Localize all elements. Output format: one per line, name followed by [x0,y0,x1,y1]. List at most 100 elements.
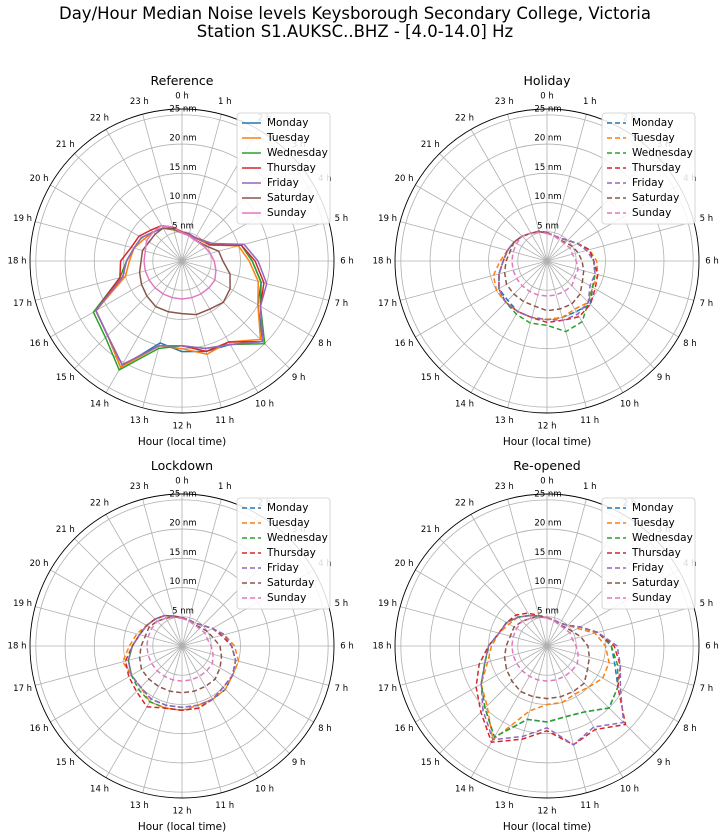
theta-tick-label: 12 h [173,807,192,817]
theta-tick-label: 20 h [30,174,49,184]
angular-gridline [181,260,222,408]
theta-tick-label: 19 h [378,599,397,609]
theta-tick-label: 13 h [130,801,149,811]
theta-tick-label: 13 h [495,801,514,811]
theta-tick-label: 17 h [13,299,32,309]
radial-tick-label: 15 nm [169,548,196,558]
series-line-friday [127,614,237,709]
angular-gridline [50,569,183,647]
theta-tick-label: 12 h [538,807,557,817]
angular-gridline [546,260,655,369]
series-line-saturday [503,230,585,312]
angular-gridline [546,260,694,301]
theta-tick-label: 8 h [683,724,697,734]
legend-label-sunday: Sunday [632,207,671,219]
angular-gridline [546,114,587,262]
theta-tick-label: 7 h [335,684,349,694]
theta-tick-label: 23 h [130,97,149,107]
theta-tick-label: 1 h [218,482,232,492]
series-line-saturday [138,615,223,694]
theta-tick-label: 5 h [700,214,714,224]
angular-gridline [35,221,183,262]
theta-tick-label: 11 h [215,801,234,811]
angular-gridline [74,153,183,262]
legend-label-wednesday: Wednesday [267,532,328,544]
radial-tick-label: 20 nm [169,519,196,529]
angular-gridline [546,260,587,408]
angular-gridline [181,260,314,338]
legend-label-tuesday: Tuesday [631,132,675,144]
theta-tick-label: 1 h [583,482,597,492]
angular-gridline [142,260,183,408]
theta-tick-label: 20 h [395,559,414,569]
theta-tick-label: 16 h [30,724,49,734]
angular-gridline [415,569,548,647]
theta-tick-label: 5 h [335,599,349,609]
angular-gridline [470,514,548,647]
legend: Monday Tuesday Wednesday Thursday Friday Satu… [601,497,696,610]
angular-gridline [507,114,548,262]
angular-gridline [546,260,679,338]
polar-panel-lockdown: 0 h1 h2 h3 h4 h5 h6 h7 h8 h9 h10 h11 h12… [8,458,354,833]
angular-gridline [35,606,183,647]
legend-label-friday: Friday [632,562,664,574]
radial-tick-label: 5 nm [172,221,194,231]
radial-tick-label: 20 nm [169,134,196,144]
angular-gridline [35,645,183,686]
theta-tick-label: 1 h [583,97,597,107]
theta-tick-label: 22 h [90,499,109,509]
series-line-saturday [138,227,231,316]
theta-tick-label: 13 h [495,416,514,426]
legend-label-thursday: Thursday [266,162,316,174]
angular-gridline [181,260,290,369]
theta-tick-label: 23 h [495,97,514,107]
theta-tick-label: 10 h [620,784,639,794]
angular-gridline [74,538,183,647]
theta-tick-label: 9 h [657,758,671,768]
theta-tick-label: 8 h [683,339,697,349]
legend-label-sunday: Sunday [267,207,306,219]
theta-tick-label: 15 h [56,373,75,383]
polar-outer-border [29,493,335,799]
polar-panel-re-opened: 0 h1 h2 h3 h4 h5 h6 h7 h8 h9 h10 h11 h12… [373,458,719,833]
theta-tick-label: 14 h [455,784,474,794]
legend: Monday Tuesday Wednesday Thursday Friday Satu… [601,112,696,225]
theta-tick-label: 14 h [90,399,109,409]
theta-tick-label: 14 h [455,399,474,409]
legend-label-tuesday: Tuesday [631,517,675,529]
angular-gridline [105,260,183,393]
series-line-sunday [511,231,579,297]
angular-gridline [181,260,329,301]
radial-tick-label: 5 nm [537,221,559,231]
angular-gridline [507,499,548,647]
legend-frame [601,112,696,225]
angular-gridline [400,260,548,301]
legend-label-wednesday: Wednesday [632,147,693,159]
legend-label-saturday: Saturday [632,577,679,589]
radial-tick-label: 5 nm [537,606,559,616]
polar-outer-border [394,108,700,414]
theta-tick-label: 21 h [421,140,440,150]
theta-tick-label: 12 h [173,422,192,432]
legend-label-saturday: Saturday [267,192,314,204]
radial-tick-label: 10 nm [169,192,196,202]
theta-tick-label: 10 h [620,399,639,409]
angular-gridline [470,260,548,393]
radial-tick-label: 25 nm [534,489,561,499]
legend-label-sunday: Sunday [632,592,671,604]
theta-tick-label: 0 h [175,477,189,487]
angular-gridline [546,606,694,647]
panel-xlabel: Hour (local time) [503,821,591,833]
angular-gridline [439,153,548,262]
angular-gridline [35,260,183,301]
radial-tick-label: 25 nm [534,104,561,114]
theta-tick-label: 6 h [340,642,354,652]
theta-tick-label: 18 h [8,257,27,267]
angular-gridline [105,645,183,778]
theta-tick-label: 17 h [13,684,32,694]
legend-label-friday: Friday [632,177,664,189]
figure-title-line2: Station S1.AUKSC..BHZ - [4.0-14.0] Hz [197,22,513,41]
radial-tick-label: 15 nm [534,548,561,558]
theta-tick-label: 13 h [130,416,149,426]
angular-gridline [181,645,314,723]
